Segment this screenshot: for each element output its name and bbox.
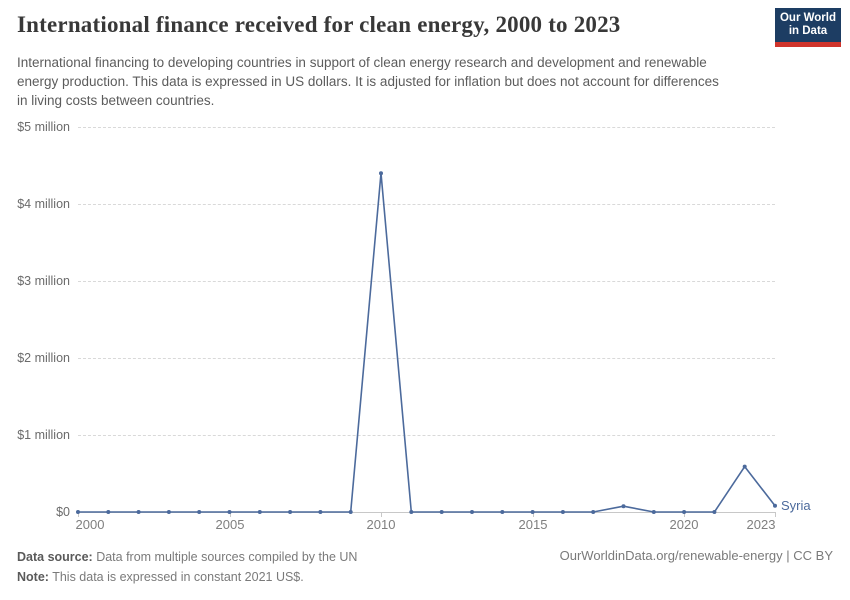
data-source-text: Data from multiple sources compiled by t… (92, 550, 358, 564)
data-point-2010[interactable] (379, 171, 383, 176)
x-axis-tick (533, 512, 534, 517)
data-point-2008[interactable] (318, 510, 323, 514)
x-axis-label: 2010 (366, 517, 396, 532)
data-point-2017[interactable] (591, 510, 596, 514)
data-point-2021[interactable] (712, 510, 717, 514)
line-chart-area: $0 $1 million $2 million $3 million $4 milli… (0, 115, 850, 540)
footer-source-note: Data source: Data from multiple sources … (17, 547, 577, 587)
x-axis-label: 2005 (215, 517, 245, 532)
data-point-2007[interactable] (288, 510, 293, 514)
x-axis-tick (230, 512, 231, 517)
x-axis-label: 2020 (669, 517, 699, 532)
data-point-2023[interactable] (773, 503, 777, 508)
y-axis-label: $5 million (17, 120, 70, 134)
data-point-2022[interactable] (742, 464, 747, 469)
y-axis-label: $0 (56, 505, 70, 519)
x-axis-label: 2015 (518, 517, 548, 532)
owid-logo-line2: in Data (788, 25, 828, 37)
plot-canvas (76, 171, 777, 514)
data-point-2003[interactable] (166, 510, 171, 514)
data-point-2019[interactable] (651, 510, 656, 514)
data-source-line: Data source: Data from multiple sources … (17, 547, 577, 567)
data-point-2011[interactable] (409, 510, 414, 514)
data-source-label: Data source: (17, 550, 93, 564)
gridline (78, 358, 775, 359)
note-line: Note: This data is expressed in constant… (17, 567, 577, 587)
y-axis-label: $3 million (17, 274, 70, 288)
data-point-2012[interactable] (439, 510, 444, 514)
note-text: This data is expressed in constant 2021 … (48, 570, 304, 584)
chart-subtitle: International financing to developing co… (17, 55, 719, 108)
data-point-2014[interactable] (500, 510, 505, 514)
owid-url-license-link[interactable]: OurWorldinData.org/renewable-energy | CC… (559, 548, 833, 563)
data-point-2004[interactable] (197, 510, 202, 514)
x-axis-tick (381, 512, 382, 517)
y-axis-label: $4 million (17, 197, 70, 211)
data-point-2013[interactable] (470, 510, 474, 514)
note-label: Note: (17, 570, 49, 584)
y-axis-label: $2 million (17, 351, 70, 365)
data-point-2016[interactable] (560, 510, 565, 514)
gridline (78, 127, 775, 128)
owid-logo-line1: Our World (779, 12, 836, 24)
data-point-2002[interactable] (136, 510, 141, 514)
data-point-2006[interactable] (257, 510, 262, 514)
data-point-2001[interactable] (106, 510, 111, 514)
y-axis-label: $1 million (17, 428, 70, 442)
data-point-2020[interactable] (682, 510, 687, 514)
gridline (78, 281, 775, 282)
x-axis-tick (78, 512, 79, 517)
series-line-syria[interactable] (78, 172, 776, 513)
x-axis-label: 2023 (746, 517, 776, 532)
x-axis-tick (775, 512, 776, 517)
data-point-2000[interactable] (76, 510, 80, 514)
data-point-2015[interactable] (530, 510, 535, 514)
data-point-2009[interactable] (348, 510, 353, 514)
gridline (78, 204, 775, 205)
x-axis-tick (684, 512, 685, 517)
x-axis-label: 2000 (75, 517, 105, 532)
gridline (78, 435, 775, 436)
data-point-2018[interactable] (621, 504, 626, 509)
owid-logo[interactable]: Our World in Data (775, 8, 841, 47)
chart-title: International finance received for clean… (17, 12, 621, 37)
entity-label-syria[interactable]: Syria (781, 498, 811, 513)
data-point-2005[interactable] (227, 510, 232, 514)
